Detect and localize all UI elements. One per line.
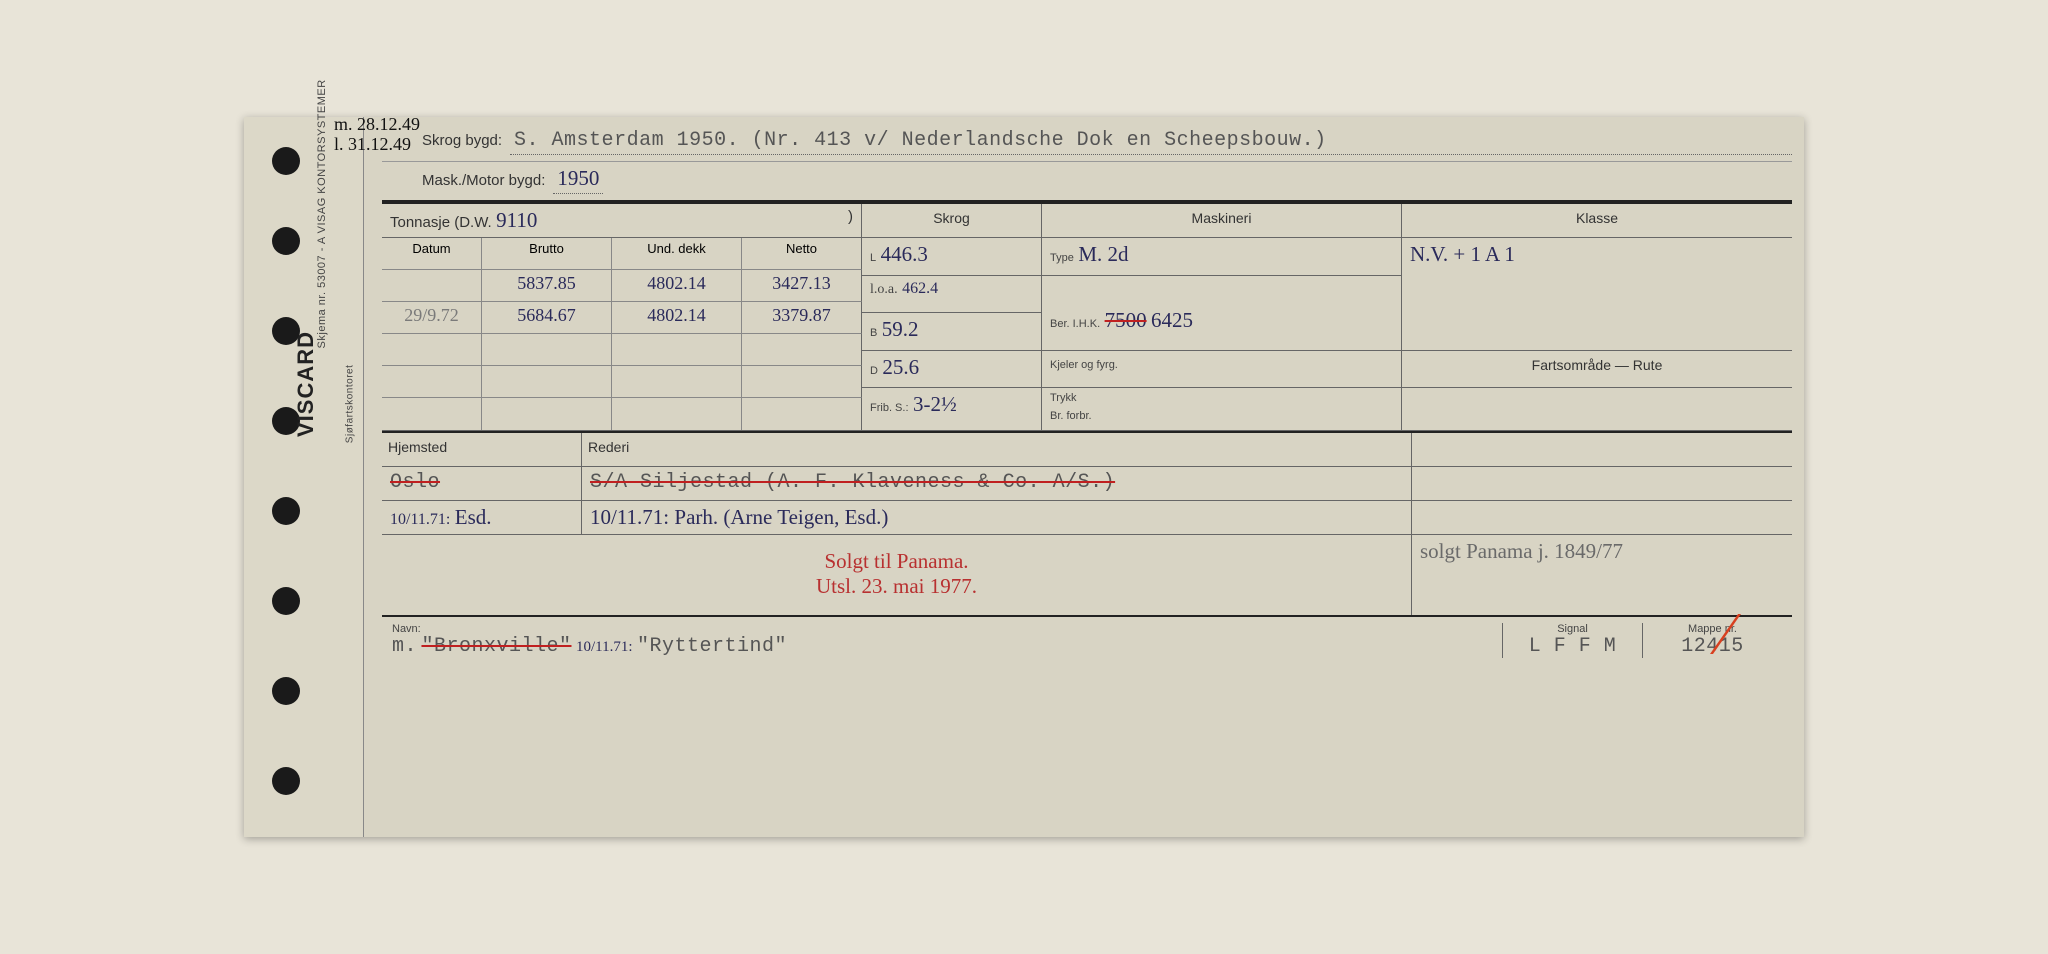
rederi-2: 10/11.71: Parh. (Arne Teigen, Esd.) — [590, 505, 888, 529]
maskineri-header: Maskineri — [1042, 204, 1402, 238]
bottom-row: Navn: m. "Bronxville" 10/11.71: "Ryttert… — [382, 615, 1792, 664]
skrog-bygd-row: Skrog bygd: S. Amsterdam 1950. (Nr. 413 … — [382, 125, 1792, 162]
skrog-frib: Frib. S.: 3-2½ — [862, 388, 1042, 431]
r2-netto: 3379.87 — [742, 302, 862, 334]
rederi-1: S/A Siljestad (A. F. Klaveness & Co. A/S… — [590, 471, 1115, 494]
navn-label: Navn: — [392, 623, 1502, 635]
mask-type: Type M. 2d — [1042, 238, 1402, 276]
signal-value: L F F M — [1511, 635, 1634, 658]
skrog-bygd-value: S. Amsterdam 1950. (Nr. 413 v/ Nederland… — [510, 129, 1792, 155]
navn-date: 10/11.71: — [576, 639, 633, 655]
spine-side: Sjøfartskontoret — [345, 365, 356, 444]
sold-line-1: Solgt til Panama. — [390, 549, 1403, 574]
farts-label: Fartsområde — Rute — [1402, 351, 1792, 389]
home-1: Oslo — [390, 471, 440, 494]
klasse-value: N.V. + 1 A 1 — [1410, 242, 1515, 266]
tonnasje-label: Tonnasje (D.W. — [390, 214, 492, 231]
r1-netto: 3427.13 — [742, 270, 862, 302]
farts-empty — [1402, 388, 1792, 431]
r2-brutto: 5684.67 — [482, 302, 612, 334]
navn-cell: Navn: m. "Bronxville" 10/11.71: "Ryttert… — [392, 623, 1502, 658]
skrog-loa: l.o.a. 462.4 — [862, 276, 1042, 314]
col-netto: Netto — [742, 238, 862, 270]
card-spine: VISCARD Skjema nr. 53007 - A VISAG KONTO… — [244, 117, 364, 837]
tonnasje-header-cell: Tonnasje (D.W. 9110 ) — [382, 204, 862, 238]
margin-note-2: l. 31.12.49 — [334, 135, 420, 155]
card-content: m. 28.12.49 l. 31.12.49 Skrog bygd: S. A… — [364, 117, 1804, 837]
main-grid: Tonnasje (D.W. 9110 ) Skrog Maskineri Kl… — [382, 202, 1792, 431]
sold-line-2: Utsl. 23. mai 1977. — [390, 574, 1403, 599]
skrog-header: Skrog — [862, 204, 1042, 238]
skrog-bygd-label: Skrog bygd: — [422, 132, 502, 149]
col-und: Und. dekk — [612, 238, 742, 270]
r2-datum: 29/9.72 — [382, 302, 482, 334]
home-2: Esd. — [455, 505, 492, 529]
col-brutto: Brutto — [482, 238, 612, 270]
col-datum: Datum — [382, 238, 482, 270]
home-2-date: 10/11.71: — [390, 511, 450, 528]
r1-datum — [382, 270, 482, 302]
tonnasje-close: ) — [848, 208, 853, 225]
mask-kjeler: Kjeler og fyrg. — [1042, 351, 1402, 389]
skrog-D: D 25.6 — [862, 351, 1042, 389]
skrog-B: B 59.2 — [862, 313, 1042, 351]
mask-label: Mask./Motor bygd: — [422, 172, 545, 189]
tonnasje-block: Datum Brutto Und. dekk Netto 5837.85 480… — [382, 238, 862, 431]
mappe-cell: Mappe nr. 12415 — [1642, 623, 1782, 658]
navn-prefix: m. — [392, 635, 417, 658]
hjemsted-block: Hjemsted Rederi Oslo S/A Siljestad (A. F… — [382, 431, 1792, 615]
mask-trykk-br: Trykk Br. forbr. — [1042, 388, 1402, 431]
r1-und: 4802.14 — [612, 270, 742, 302]
mask-ihk: Ber. I.H.K. 7500 6425 — [1042, 276, 1402, 351]
klasse-note: solgt Panama j. 1849/77 — [1420, 539, 1623, 563]
skrog-L: L 446.3 — [862, 238, 1042, 276]
margin-notes: m. 28.12.49 l. 31.12.49 — [334, 115, 420, 155]
margin-note-1: m. 28.12.49 — [334, 115, 420, 135]
r1-brutto: 5837.85 — [482, 270, 612, 302]
mask-value: 1950 — [553, 166, 603, 194]
spine-line1: Skjema nr. 53007 - A VISAG KONTORSYSTEME… — [316, 79, 328, 348]
klasse-value-cell: N.V. + 1 A 1 — [1402, 238, 1792, 351]
signal-cell: Signal L F F M — [1502, 623, 1642, 658]
navn-value: "Ryttertind" — [637, 635, 787, 658]
klasse-header: Klasse — [1402, 204, 1792, 238]
navn-struck: "Bronxville" — [421, 635, 571, 658]
rederi-label: Rederi — [582, 433, 1412, 467]
tonnasje-dw: 9110 — [496, 208, 537, 232]
hjemsted-label: Hjemsted — [382, 433, 582, 467]
index-card: VISCARD Skjema nr. 53007 - A VISAG KONTO… — [244, 117, 1804, 837]
mask-row: Mask./Motor bygd: 1950 — [382, 162, 1792, 202]
signal-label: Signal — [1511, 623, 1634, 635]
r2-und: 4802.14 — [612, 302, 742, 334]
